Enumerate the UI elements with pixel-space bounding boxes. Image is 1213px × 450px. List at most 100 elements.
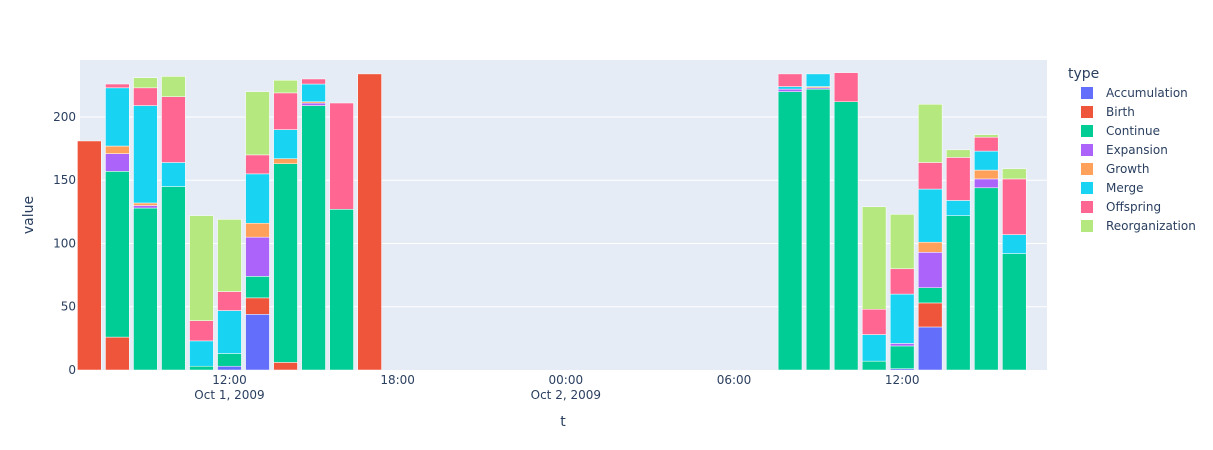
bar-segment-continue[interactable] — [329, 209, 354, 371]
bar-segment-offspring[interactable] — [301, 78, 326, 85]
bar-segment-continue[interactable] — [777, 91, 803, 371]
bar-segment-continue[interactable] — [301, 105, 326, 371]
bar-segment-offspring[interactable] — [161, 96, 186, 163]
bar-segment-offspring[interactable] — [890, 268, 915, 295]
bar-segment-accumulation[interactable] — [918, 326, 943, 371]
bar-segment-growth[interactable] — [133, 202, 158, 206]
bar-segment-reorganization[interactable] — [861, 206, 887, 310]
bar-segment-merge[interactable] — [1002, 234, 1027, 254]
bar-segment-offspring[interactable] — [833, 72, 859, 103]
bar-segment-continue[interactable] — [161, 186, 186, 371]
bar-segment-expansion[interactable] — [245, 236, 270, 277]
bar-segment-birth[interactable] — [357, 73, 382, 371]
legend-item-birth[interactable]: Birth — [1081, 105, 1135, 119]
bar-segment-continue[interactable] — [105, 171, 130, 338]
bar-segment-expansion[interactable] — [301, 102, 326, 106]
bar-segment-offspring[interactable] — [918, 162, 943, 190]
bar-segment-continue[interactable] — [918, 287, 943, 304]
bar-segment-merge[interactable] — [777, 86, 803, 90]
bar-segment-merge[interactable] — [974, 150, 999, 171]
bar-segment-merge[interactable] — [189, 340, 214, 367]
y-tick-label: 200 — [53, 110, 76, 124]
bar-segment-reorganization[interactable] — [918, 104, 943, 163]
bar-segment-continue[interactable] — [833, 101, 859, 371]
bar-segment-expansion[interactable] — [777, 88, 803, 92]
bar-segment-offspring[interactable] — [133, 87, 158, 106]
bar-segment-offspring[interactable] — [1002, 178, 1027, 235]
bar-segment-continue[interactable] — [946, 215, 971, 371]
bar-segment-expansion[interactable] — [918, 252, 943, 289]
bar-segment-offspring[interactable] — [861, 309, 887, 335]
x-tick-date-label: Oct 2, 2009 — [531, 388, 601, 402]
bar-segment-reorganization[interactable] — [189, 215, 214, 321]
bar-segment-reorganization[interactable] — [946, 149, 971, 158]
bar-segment-birth[interactable] — [918, 302, 943, 328]
bar-segment-accumulation[interactable] — [217, 365, 242, 371]
bar-segment-expansion[interactable] — [890, 343, 915, 347]
bar-segment-growth[interactable] — [105, 145, 130, 154]
legend-item-continue[interactable]: Continue — [1081, 124, 1160, 138]
bar-segment-birth[interactable] — [105, 336, 130, 371]
bar-segment-merge[interactable] — [133, 105, 158, 204]
legend-item-accumulation[interactable]: Accumulation — [1081, 86, 1188, 100]
bar-segment-reorganization[interactable] — [133, 77, 158, 89]
y-tick-label: 150 — [53, 173, 76, 187]
bar-segment-offspring[interactable] — [946, 157, 971, 201]
bar-segment-merge[interactable] — [918, 188, 943, 243]
legend-item-merge[interactable]: Merge — [1081, 181, 1143, 195]
bar-segment-growth[interactable] — [245, 222, 270, 238]
bar-segment-offspring[interactable] — [105, 83, 130, 89]
bar-segment-merge[interactable] — [273, 129, 298, 159]
bar-segment-merge[interactable] — [946, 200, 971, 216]
bar-segment-continue[interactable] — [890, 345, 915, 369]
bar-segment-continue[interactable] — [1002, 253, 1027, 371]
legend-item-reorganization[interactable]: Reorganization — [1081, 219, 1196, 233]
legend[interactable]: type Accumulation Birth Continue Expansion G… — [1068, 66, 1196, 233]
bar-segment-birth[interactable] — [245, 297, 270, 315]
bar-segment-continue[interactable] — [133, 207, 158, 371]
bar-segment-offspring[interactable] — [273, 92, 298, 130]
bar-segment-offspring[interactable] — [329, 102, 354, 210]
bar-segment-continue[interactable] — [217, 353, 242, 367]
bar-segment-merge[interactable] — [161, 162, 186, 187]
bar-segment-reorganization[interactable] — [1002, 168, 1027, 180]
bar-segment-merge[interactable] — [301, 83, 326, 103]
bar-segment-reorganization[interactable] — [890, 214, 915, 270]
bar-segment-merge[interactable] — [861, 334, 887, 362]
bar-segment-reorganization[interactable] — [161, 76, 186, 97]
bar-segment-reorganization[interactable] — [245, 91, 270, 156]
bar-segment-continue[interactable] — [861, 360, 887, 371]
bar-segment-continue[interactable] — [189, 365, 214, 371]
bar-segment-accumulation[interactable] — [245, 314, 270, 371]
bar-segment-continue[interactable] — [273, 163, 298, 363]
bar-segment-offspring[interactable] — [777, 73, 803, 87]
legend-item-growth[interactable]: Growth — [1081, 162, 1149, 176]
bar-segment-birth[interactable] — [273, 362, 298, 371]
bar-segment-expansion[interactable] — [974, 178, 999, 189]
bar-segment-growth[interactable] — [918, 241, 943, 253]
bar-segment-continue[interactable] — [974, 187, 999, 371]
bar-segment-merge[interactable] — [217, 310, 242, 354]
bar-segment-merge[interactable] — [890, 293, 915, 344]
bar-segment-reorganization[interactable] — [217, 219, 242, 292]
legend-item-expansion[interactable]: Expansion — [1081, 143, 1168, 157]
bar-segment-offspring[interactable] — [217, 291, 242, 311]
bar-segment-expansion[interactable] — [133, 205, 158, 209]
bar-segment-offspring[interactable] — [245, 154, 270, 175]
bar-segment-continue[interactable] — [245, 276, 270, 299]
bar-segment-merge[interactable] — [805, 73, 831, 87]
bar-segment-continue[interactable] — [805, 88, 831, 371]
bar-segment-offspring[interactable] — [974, 136, 999, 152]
legend-label: Birth — [1106, 105, 1135, 119]
bar-segment-merge[interactable] — [245, 173, 270, 224]
bar-segment-merge[interactable] — [105, 87, 130, 147]
bar-segment-growth[interactable] — [273, 158, 298, 165]
bar-segment-offspring[interactable] — [189, 320, 214, 342]
bar-segment-birth[interactable] — [77, 140, 102, 371]
legend-item-offspring[interactable]: Offspring — [1081, 200, 1161, 214]
bar-segment-growth[interactable] — [974, 169, 999, 180]
bars[interactable] — [77, 72, 1027, 371]
bar-segment-reorganization[interactable] — [273, 79, 298, 94]
bar-segment-reorganization[interactable] — [974, 134, 999, 138]
bar-segment-expansion[interactable] — [105, 153, 130, 172]
